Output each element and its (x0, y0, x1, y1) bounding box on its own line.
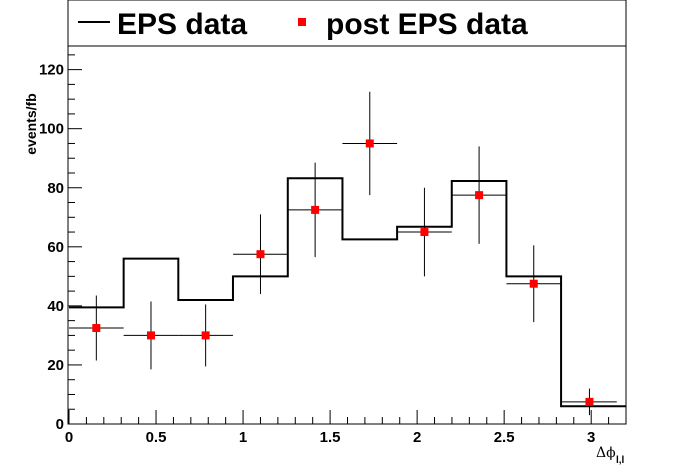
x-tick-label: 2 (413, 429, 421, 446)
data-point (233, 214, 288, 295)
x-axis-label: Δϕ (596, 445, 616, 461)
legend-box (67, 0, 627, 47)
y-tick-label: 20 (47, 357, 64, 374)
axes: 0 20 40 60 80 100 120 0 0.5 1 1.5 2 2.5 3 (39, 45, 627, 446)
point-marker (365, 139, 374, 148)
x-axis-label-subscript: l,l (616, 455, 625, 466)
data-point (287, 162, 343, 258)
data-point (69, 295, 124, 361)
point-marker (475, 191, 484, 200)
point-marker (529, 279, 538, 288)
legend-eps-label: EPS data (117, 8, 247, 41)
point-marker (146, 331, 155, 340)
y-tick-label: 100 (39, 121, 64, 138)
x-tick-label: 2.5 (494, 429, 515, 446)
data-point (451, 146, 507, 244)
x-tick-label: 3 (587, 429, 595, 446)
data-point (342, 91, 398, 196)
point-marker (420, 228, 429, 237)
x-tick-label: 1.5 (320, 429, 341, 446)
data-point (562, 388, 617, 416)
y-tick-label: 120 (39, 62, 64, 79)
point-marker (201, 331, 210, 340)
y-tick-label: 40 (47, 298, 64, 315)
post-eps-points (69, 91, 617, 416)
data-point (123, 301, 179, 370)
data-point (506, 245, 562, 323)
y-tick-label: 0 (56, 416, 64, 433)
x-tick-label: 0 (65, 429, 73, 446)
y-tick-label: 80 (47, 180, 64, 197)
legend-post-label: post EPS data (326, 8, 528, 41)
x-tick-label: 1 (239, 429, 247, 446)
data-point (397, 187, 452, 277)
eps-histogram (69, 177, 626, 408)
point-marker (311, 205, 320, 214)
point-marker (256, 250, 265, 259)
eps-histogram-line (69, 177, 626, 408)
y-tick-label: 60 (47, 239, 64, 256)
data-point (178, 304, 233, 367)
y-axis-label: events/fb (23, 93, 39, 154)
point-marker (92, 324, 101, 333)
x-tick-label: 0.5 (146, 429, 167, 446)
point-marker (585, 397, 594, 406)
legend: EPS data post EPS data (67, 0, 627, 47)
legend-post-marker-swatch (298, 18, 306, 26)
